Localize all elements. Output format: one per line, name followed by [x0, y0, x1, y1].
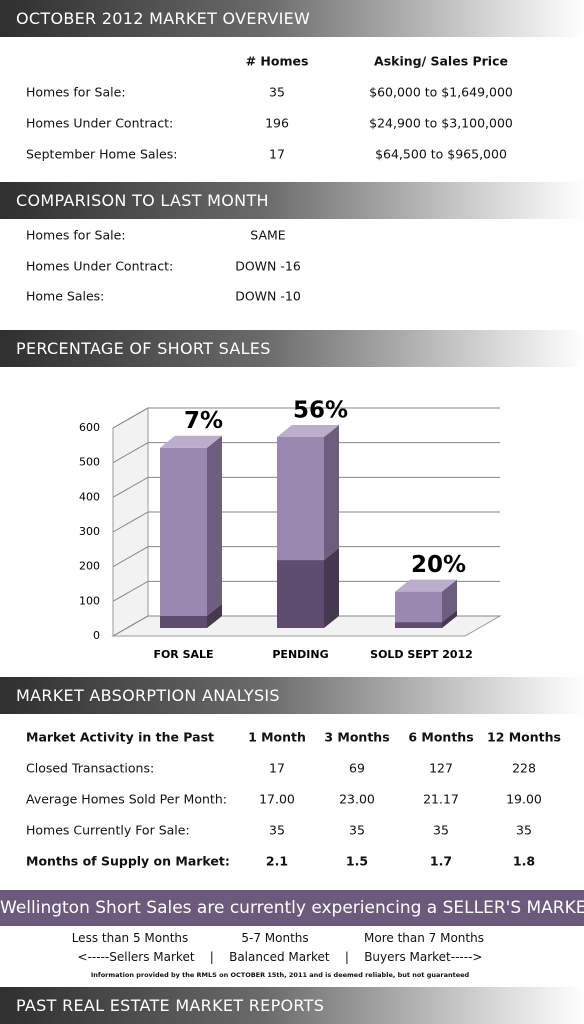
text: 35	[269, 84, 285, 100]
text: 1 Month	[248, 729, 306, 745]
y-tick-label: 200	[79, 560, 100, 573]
text: 228	[512, 760, 536, 776]
section-header: MARKET ABSORPTION ANALYSIS	[0, 677, 584, 714]
banner: Wellington Short Sales are currently exp…	[0, 890, 584, 926]
text: 6 Months	[408, 729, 474, 745]
grid-line	[112, 476, 500, 498]
text: September Home Sales:	[26, 146, 178, 162]
text: 17.00	[259, 791, 295, 807]
text: Homes Under Contract:	[26, 115, 174, 131]
annotation: 56%	[293, 397, 348, 423]
text: Homes Currently For Sale:	[26, 822, 190, 838]
text: 35	[516, 822, 532, 838]
text: 69	[349, 760, 365, 776]
grid-line	[112, 580, 500, 602]
text: Information provided by the RMLS on OCTO…	[90, 971, 470, 979]
text: DOWN -16	[235, 258, 301, 273]
bar-segment	[395, 591, 442, 623]
text: DOWN -10	[235, 288, 301, 304]
bar-segment	[395, 622, 442, 628]
x-tick-label: SOLD SEPT 2012	[370, 648, 473, 661]
text: Home Sales:	[26, 288, 105, 304]
y-tick-label: 600	[79, 421, 100, 434]
text: 5-7 Months	[241, 931, 309, 945]
y-tick-label: 500	[79, 456, 100, 469]
text: 12 Months	[487, 729, 561, 745]
text: 23.00	[339, 791, 375, 807]
text: 35	[349, 822, 365, 838]
x-tick-label: PENDING	[272, 648, 328, 661]
bar-segment	[277, 560, 324, 628]
section-header: OCTOBER 2012 MARKET OVERVIEW	[0, 0, 584, 37]
bar-segment	[277, 436, 324, 561]
grid-line	[112, 442, 500, 464]
text: <-----Sellers Market | Balanced Market |…	[77, 950, 483, 964]
text: Homes for Sale:	[26, 227, 126, 243]
y-tick-label: 100	[79, 594, 100, 607]
text: $60,000 to $1,649,000	[369, 84, 513, 100]
text: 35	[269, 822, 285, 838]
text: Homes for Sale:	[26, 84, 126, 100]
x-tick-label: FOR SALE	[153, 648, 213, 661]
y-tick-label: 0	[93, 629, 100, 642]
text: 35	[433, 822, 449, 838]
text: 1.5	[345, 853, 369, 869]
bar-side	[207, 603, 222, 628]
text: Months of Supply on Market:	[26, 853, 230, 869]
grid-line	[112, 615, 500, 637]
text: Less than 5 Months	[71, 931, 189, 945]
section-header[interactable]: PAST REAL ESTATE MARKET REPORTS	[0, 987, 584, 1024]
text: SAME	[250, 227, 286, 243]
section-header: COMPARISON TO LAST MONTH	[0, 182, 584, 219]
text: 19.00	[506, 791, 542, 807]
bar-side	[442, 579, 457, 623]
text: Asking/ Sales Price	[374, 53, 508, 69]
bar-segment	[160, 447, 207, 616]
text: 3 Months	[324, 729, 390, 745]
text: 1.8	[512, 853, 536, 869]
bar-top	[395, 579, 457, 592]
text: $64,500 to $965,000	[375, 146, 507, 162]
text: Average Homes Sold Per Month:	[26, 791, 227, 807]
bar-side	[324, 548, 339, 628]
text: 127	[429, 760, 453, 776]
text: 1.7	[429, 853, 453, 869]
annotation: 20%	[411, 552, 466, 578]
text: 17	[269, 760, 285, 776]
bar-side	[207, 435, 222, 616]
bar-side	[442, 610, 457, 628]
annotation: 7%	[184, 408, 223, 434]
text: Market Activity in the Past	[26, 729, 214, 745]
bar-top	[160, 435, 222, 448]
text: More than 7 Months	[364, 931, 484, 945]
text: # Homes	[245, 53, 309, 69]
grid-line	[112, 546, 500, 568]
text: 196	[265, 115, 289, 131]
text: 17	[269, 146, 285, 162]
text: $24,900 to $3,100,000	[369, 115, 513, 131]
bar-side	[324, 424, 339, 561]
text: 21.17	[423, 791, 459, 807]
y-tick-label: 400	[79, 490, 100, 503]
y-tick-label: 300	[79, 525, 100, 538]
text: 2.1	[265, 853, 289, 869]
text: Homes Under Contract:	[26, 258, 174, 273]
bar-top	[277, 424, 339, 437]
text: Closed Transactions:	[26, 760, 155, 776]
grid-line	[112, 407, 500, 429]
grid-line	[112, 511, 500, 533]
section-header: PERCENTAGE OF SHORT SALES	[0, 330, 584, 367]
bar-segment	[160, 615, 207, 628]
